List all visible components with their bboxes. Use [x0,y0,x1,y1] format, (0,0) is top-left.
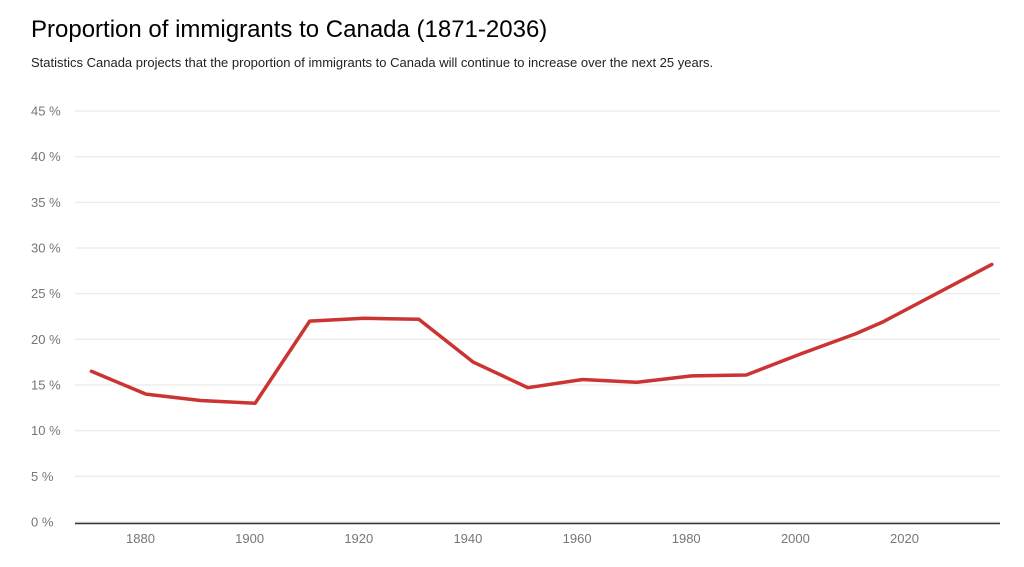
y-tick-label: 0 % [31,515,54,530]
x-tick-label: 1880 [126,531,155,546]
x-tick-label: 1980 [672,531,701,546]
x-tick-label: 1900 [235,531,264,546]
y-tick-label: 40 % [31,149,61,164]
y-tick-label: 25 % [31,286,61,301]
y-tick-label: 45 % [31,104,61,119]
data-line [89,262,994,406]
y-tick-label: 10 % [31,423,61,438]
y-tick-label: 35 % [31,195,61,210]
y-tick-label: 30 % [31,241,61,256]
x-tick-label: 2000 [781,531,810,546]
x-tick-label: 1940 [453,531,482,546]
chart-header: Proportion of immigrants to Canada (1871… [31,16,1000,72]
x-tick-label: 2020 [890,531,919,546]
y-tick-label: 15 % [31,378,61,393]
y-tick-label: 20 % [31,332,61,347]
page-title: Proportion of immigrants to Canada (1871… [31,16,548,43]
y-tick-label: 5 % [31,469,54,484]
x-tick-label: 1960 [563,531,592,546]
x-tick-label: 1920 [344,531,373,546]
chart-subtitle: Statistics Canada projects that the prop… [31,54,714,70]
